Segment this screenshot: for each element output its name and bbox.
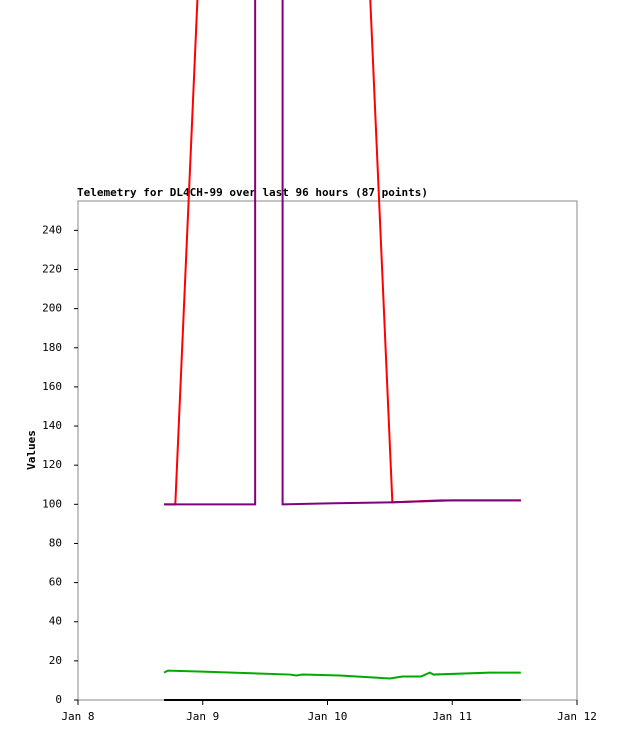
y-tick-label: 60 — [49, 576, 62, 589]
series-line — [164, 0, 521, 506]
y-tick-label: 160 — [42, 380, 62, 393]
x-tick-label: Jan 12 — [557, 710, 597, 723]
y-tick-label: 80 — [49, 536, 62, 549]
y-tick-label: 0 — [55, 693, 62, 706]
y-tick-label: 20 — [49, 654, 62, 667]
x-tick-label: Jan 10 — [308, 710, 348, 723]
y-tick-label: 140 — [42, 419, 62, 432]
y-tick-label: 120 — [42, 458, 62, 471]
series-line — [164, 0, 521, 506]
y-tick-label: 180 — [42, 341, 62, 354]
y-tick-label: 220 — [42, 262, 62, 275]
chart-title: Telemetry for DL4CH-99 over last 96 hour… — [77, 186, 428, 199]
x-tick-label: Jan 11 — [432, 710, 472, 723]
plot-frame — [77, 200, 578, 701]
x-tick-label: Jan 9 — [186, 710, 219, 723]
y-tick-label: 40 — [49, 615, 62, 628]
y-axis-label: Values — [25, 430, 38, 470]
y-tick-label: 100 — [42, 497, 62, 510]
y-tick-label: 240 — [42, 223, 62, 236]
series-line — [163, 669, 521, 680]
x-tick-label: Jan 8 — [61, 710, 94, 723]
y-tick-label: 200 — [42, 302, 62, 315]
